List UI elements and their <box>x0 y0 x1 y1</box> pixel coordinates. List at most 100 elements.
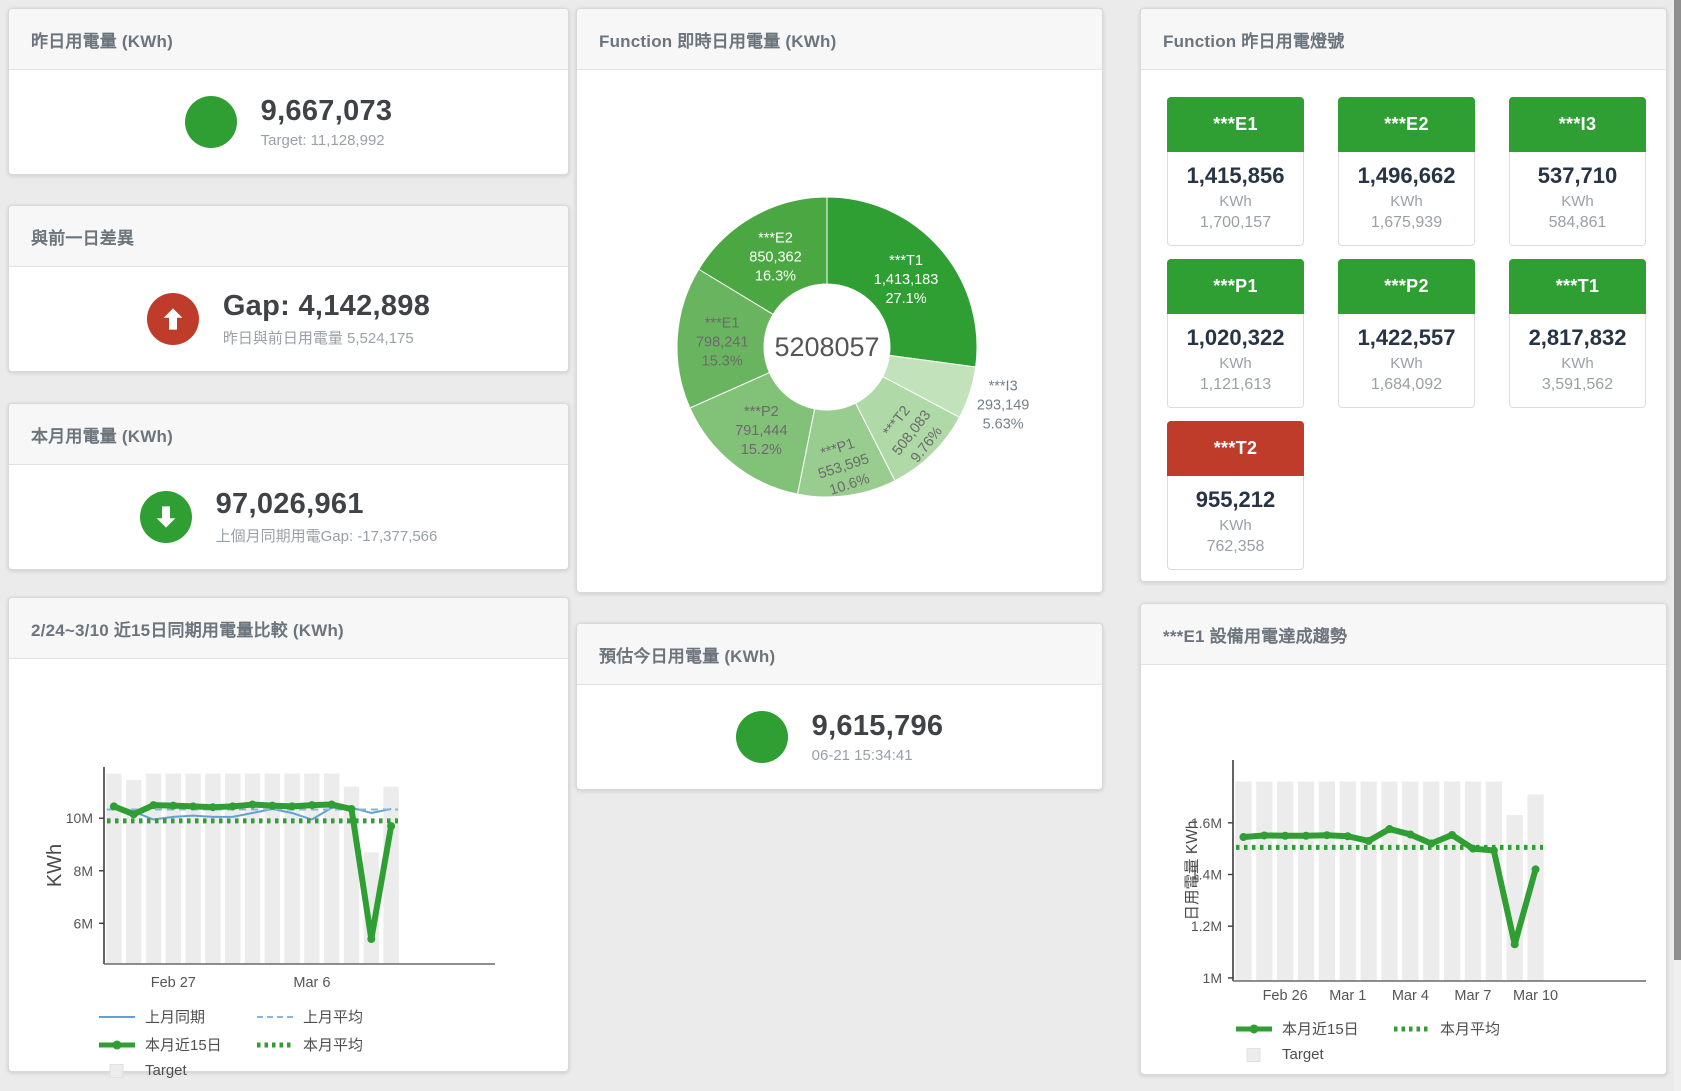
light-tile-header: ***I3 <box>1509 97 1646 152</box>
y-tick-label: 1.2M <box>1191 918 1222 934</box>
stat-body: 9,667,073 Target: 11,128,992 <box>9 70 568 174</box>
light-tile-value: 1,020,322 <box>1186 325 1285 350</box>
light-tile-unit: KWh <box>1390 355 1423 372</box>
light-tile: ***E2 1,496,662 KWh 1,675,939 <box>1338 97 1475 246</box>
light-tile-target: 1,675,939 <box>1370 214 1443 231</box>
legend-item[interactable]: 上月平均 <box>257 1006 415 1027</box>
light-tile-header: ***E2 <box>1338 97 1475 152</box>
panel-title-yesterday-usage[interactable]: 昨日用電量 (KWh) <box>31 31 173 51</box>
panel-header: 本月用電量 (KWh) <box>9 404 568 465</box>
target-bar <box>1318 781 1336 981</box>
light-tile-body: 1,020,322 KWh 1,121,613 <box>1167 314 1304 408</box>
light-tile-unit: KWh <box>1219 193 1252 210</box>
legend-label: 上月平均 <box>303 1009 364 1026</box>
target-bar <box>1506 815 1523 981</box>
stat-subtitle: 昨日與前日用電量 5,524,175 <box>222 330 414 347</box>
legend-item[interactable]: 本月平均 <box>1394 1018 1552 1039</box>
x-tick-label: Mar 10 <box>1513 988 1558 1004</box>
panel-title-month-usage[interactable]: 本月用電量 (KWh) <box>31 426 173 446</box>
light-tile-body: 955,212 KWh 762,358 <box>1167 476 1304 570</box>
light-tile-header: ***T1 <box>1509 259 1646 314</box>
target-bar <box>244 773 261 964</box>
donut-slice-label: ***T1 1,413,183 27.1% <box>874 253 939 307</box>
panel-title-gap-previous-day[interactable]: 與前一日差異 <box>31 228 135 248</box>
light-tile-target: 584,861 <box>1548 214 1607 231</box>
legend-item[interactable]: 上月同期 <box>99 1006 257 1027</box>
panel-title-compare-chart[interactable]: 2/24~3/10 近15日同期用電量比較 (KWh) <box>31 620 344 640</box>
card-realtime-donut: Function 即時日用電量 (KWh) ***T1 1,413,183 27.1… <box>576 8 1103 593</box>
legend-label: 本月平均 <box>1440 1021 1501 1038</box>
legend-item[interactable]: 本月近15日 <box>1236 1018 1394 1039</box>
donut-slice-label: ***E1 798,241 15.3% <box>696 315 748 369</box>
target-bar <box>1464 781 1482 981</box>
x-tick-label: Mar 4 <box>1392 988 1429 1004</box>
target-bar <box>106 773 122 964</box>
x-tick-label: Mar 7 <box>1454 988 1491 1004</box>
page-scrollbar[interactable] <box>1674 0 1681 1091</box>
donut-slice-label: ***E2 850,362 16.3% <box>749 231 801 285</box>
stat-value: 97,026,961 <box>215 488 364 520</box>
light-tile: ***E1 1,415,856 KWh 1,700,157 <box>1167 97 1304 246</box>
panel-header: 預估今日用電量 (KWh) <box>577 624 1102 685</box>
stat-value: 9,667,073 <box>260 95 393 127</box>
y-tick-label: 1.6M <box>1191 815 1222 831</box>
legend-item[interactable]: 本月平均 <box>257 1034 415 1055</box>
target-bar <box>363 852 380 964</box>
light-tile-unit: KWh <box>1561 193 1594 210</box>
card-e1-trend-chart: ***E1 設備用電達成趨勢 1M 1.2M 1.4M 1.6M Feb 26 Mar 1… <box>1140 603 1667 1075</box>
panel-title-status-lights[interactable]: Function 昨日用電燈號 <box>1163 31 1345 51</box>
legend-row: 本月近15日 本月平均 <box>1236 1018 1666 1039</box>
target-bar <box>383 786 399 964</box>
light-tile-value: 2,817,832 <box>1528 325 1627 350</box>
status-tiles-grid: ***E1 1,415,856 KWh 1,700,157 ***E2 1,496,662… <box>1141 70 1666 570</box>
y-axis-title: KWh <box>44 844 66 887</box>
light-tile-body: 537,710 KWh 584,861 <box>1509 152 1646 246</box>
light-tile: ***T1 2,817,832 KWh 3,591,562 <box>1509 259 1646 408</box>
stat-value: 9,615,796 <box>811 710 944 742</box>
status-circle-icon <box>735 711 788 763</box>
legend-item[interactable]: Target <box>99 1062 257 1079</box>
target-bar <box>1443 781 1461 981</box>
light-tile-body: 2,817,832 KWh 3,591,562 <box>1509 314 1646 408</box>
target-bar <box>1360 781 1377 981</box>
y-axis-title: 日用電量 KWh <box>1184 821 1201 921</box>
panel-title-realtime-usage[interactable]: Function 即時日用電量 (KWh) <box>599 31 837 51</box>
target-bar <box>1402 781 1419 981</box>
panel-title-forecast-today[interactable]: 預估今日用電量 (KWh) <box>599 646 776 666</box>
target-bar <box>125 780 142 964</box>
donut-slice[interactable] <box>826 196 978 368</box>
light-tile-body: 1,496,662 KWh 1,675,939 <box>1338 152 1475 246</box>
y-tick-label: 8M <box>74 863 93 879</box>
legend-row: Target <box>1236 1046 1666 1063</box>
card-gap-previous-day: 與前一日差異 Gap: 4,142,898 昨日與前日用電量 5,524,175 <box>8 205 569 372</box>
y-tick-label: 1.4M <box>1191 867 1222 883</box>
donut-slice-label: ***P2 791,444 15.2% <box>735 404 787 458</box>
panel-title-e1-trend[interactable]: ***E1 設備用電達成趨勢 <box>1163 626 1348 646</box>
x-tick-label: Feb 26 <box>1263 988 1308 1004</box>
donut-center-total: 5208057 <box>774 332 879 362</box>
card-status-lights: Function 昨日用電燈號 ***E1 1,415,856 KWh 1,700,1… <box>1140 8 1667 582</box>
light-tile-header: ***T2 <box>1167 421 1304 476</box>
light-tile-body: 1,422,557 KWh 1,684,092 <box>1338 314 1475 408</box>
light-tile-unit: KWh <box>1390 193 1423 210</box>
function-usage-donut-chart: ***T1 1,413,183 27.1%***I3 293,149 5.63%***T… <box>676 196 1029 499</box>
stat-subtitle: 06-21 15:34:41 <box>811 747 913 764</box>
legend-item[interactable]: Target <box>1236 1046 1394 1063</box>
target-bar <box>1423 781 1440 981</box>
legend-label: Target <box>1282 1046 1324 1063</box>
status-circle-up-icon <box>146 293 199 345</box>
legend-item[interactable]: 本月近15日 <box>99 1034 257 1055</box>
donut-slice[interactable] <box>689 371 816 495</box>
light-tile: ***T2 955,212 KWh 762,358 <box>1167 421 1304 570</box>
legend-label: Target <box>145 1062 187 1079</box>
light-tile-value: 1,422,557 <box>1357 325 1456 350</box>
y-tick-label: 1M <box>1203 970 1222 986</box>
donut-slice[interactable] <box>676 268 774 409</box>
light-tile-target: 762,358 <box>1206 538 1265 555</box>
target-bar <box>1297 781 1315 981</box>
scrollbar-thumb[interactable] <box>1674 0 1681 961</box>
donut-slice[interactable] <box>698 196 828 316</box>
light-tile: ***P1 1,020,322 KWh 1,121,613 <box>1167 259 1304 408</box>
stat-value: Gap: 4,142,898 <box>222 290 431 322</box>
light-tile-header: ***P2 <box>1338 259 1475 314</box>
